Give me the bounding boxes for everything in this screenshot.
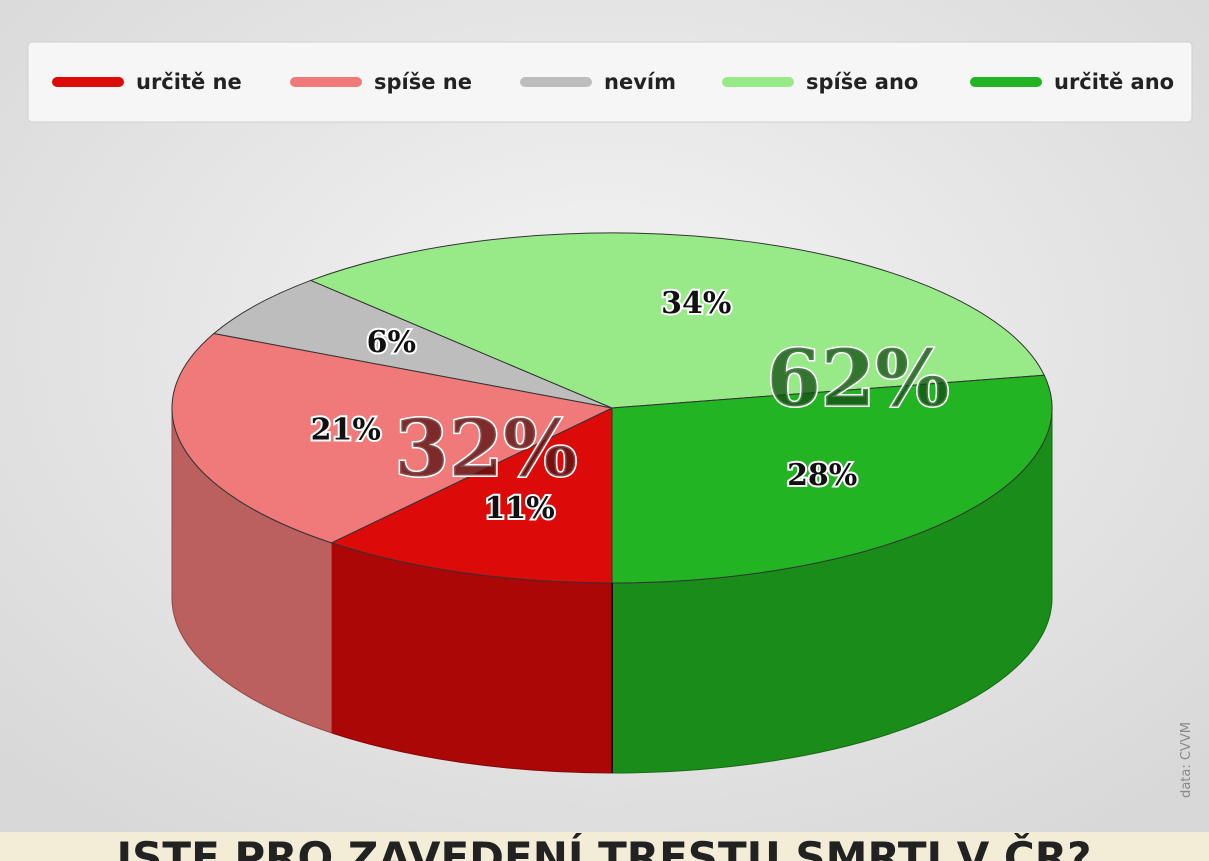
legend-label: nevím [604,70,676,94]
slice-label: 28% [787,458,857,493]
slice-label: 11% [484,491,554,526]
chart-title: JSTE PRO ZAVEDENÍ TRESTU SMRTI V ČR? [114,832,1092,861]
legend-label: spíše ne [374,70,472,94]
legend-label: určitě ne [136,70,242,94]
legend-label: spíše ano [806,70,918,94]
slice-label: 21% [311,413,381,448]
legend-swatch [52,77,124,87]
slice-label: 6% [367,325,416,360]
legend-swatch [722,77,794,87]
chart: JSTE PRO ZAVEDENÍ TRESTU SMRTI V ČR? dat… [0,0,1209,861]
legend-label: určitě ano [1054,70,1174,94]
group-total: 32% [395,404,578,495]
legend-swatch [290,77,362,87]
legend-swatch [520,77,592,87]
slice-label: 34% [661,286,731,321]
source-note: data: CVVM [1179,722,1194,798]
group-total: 62% [767,334,950,425]
legend-swatch [970,77,1042,87]
